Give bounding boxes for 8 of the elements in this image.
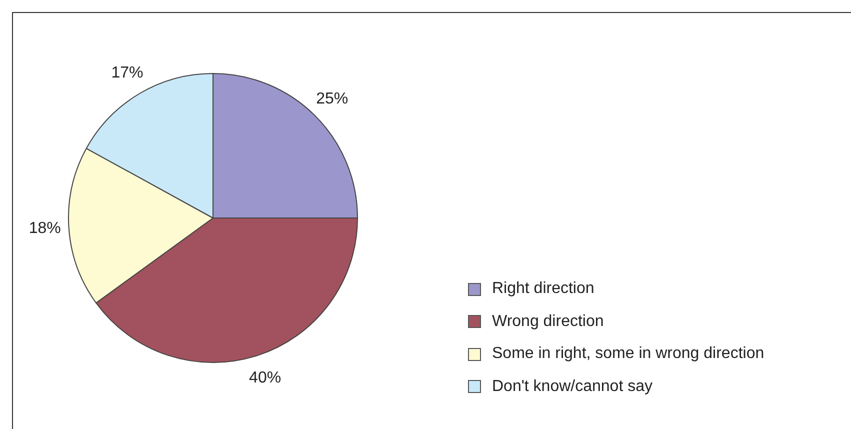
legend-label: Don't know/cannot say bbox=[492, 378, 652, 396]
legend-label: Right direction bbox=[492, 280, 594, 298]
data-label: 40% bbox=[249, 370, 282, 387]
legend-label: Wrong direction bbox=[492, 312, 604, 331]
data-label: 17% bbox=[111, 64, 144, 82]
data-label: 25% bbox=[316, 90, 348, 108]
data-label: 18% bbox=[28, 220, 61, 237]
legend-label: Some in right, some in wrong direction bbox=[492, 345, 764, 364]
